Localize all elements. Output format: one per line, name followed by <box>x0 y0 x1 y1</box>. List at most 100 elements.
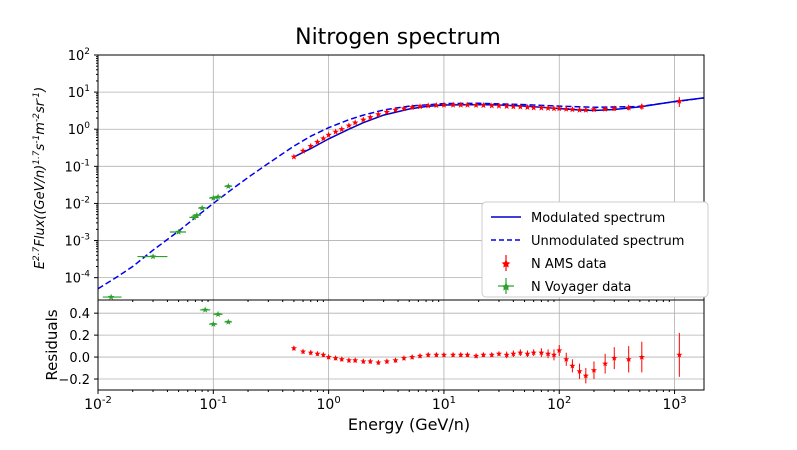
ams-data-point <box>408 103 416 110</box>
x-tick-label: 10-1 <box>199 395 227 413</box>
ams-residual-point <box>345 357 352 363</box>
ams-residual-point <box>510 350 517 357</box>
x-tick-label: 100 <box>317 395 341 413</box>
voyager-data-point <box>190 214 198 221</box>
ams-data-point <box>676 97 683 104</box>
ams-data-point <box>290 153 298 160</box>
ams-residual-point <box>367 358 374 365</box>
ams-data-point <box>325 131 332 138</box>
ams-residual-point <box>473 352 480 359</box>
ams-data-point <box>563 105 570 112</box>
ams-residual-point <box>625 356 632 362</box>
residual-y-tick-label: −0.2 <box>58 373 90 388</box>
ams-residual-point <box>325 353 332 360</box>
ams-residual-point <box>563 356 570 362</box>
ams-residual-point <box>495 350 502 357</box>
ams-data-point <box>367 113 374 120</box>
ams-data-point <box>472 101 480 108</box>
ams-residual-point <box>314 350 321 357</box>
ams-data-point <box>400 105 408 112</box>
ams-data-point <box>464 101 471 108</box>
legend-ams-swatch <box>501 255 511 271</box>
ams-residual-point <box>556 347 563 354</box>
ams-residual-point <box>488 351 495 358</box>
voyager-residual-point <box>210 320 217 327</box>
ams-residual-point <box>433 351 440 358</box>
ams-residual-point <box>530 349 537 356</box>
ams-data-point <box>352 119 359 126</box>
voyager-residual-point <box>201 306 209 313</box>
y-tick-label: 101 <box>68 84 90 101</box>
ams-residual-point <box>450 351 457 358</box>
residual-y-tick-label: 0.0 <box>69 351 90 366</box>
ams-residual-point <box>332 355 339 361</box>
ams-data-point <box>495 102 503 109</box>
ams-residual-point <box>425 351 432 358</box>
ams-residual-point <box>638 353 645 360</box>
ams-data-point <box>590 106 598 113</box>
ams-data-point <box>569 106 576 113</box>
ams-residual-point <box>457 351 464 358</box>
ams-data-point <box>433 101 440 109</box>
ams-data-point <box>360 116 367 123</box>
ams-residual-point <box>400 355 407 361</box>
ams-data-point <box>524 103 531 110</box>
voyager-data-point <box>225 182 232 189</box>
y-tick-label: 102 <box>68 47 90 64</box>
y-axis-label-main: E2.7Flux((GeV/n)1.7s-1m-2sr-1) <box>32 87 48 269</box>
legend-modulated-label: Modulated spectrum <box>531 211 665 226</box>
ams-data-point <box>638 103 645 110</box>
residuals-y-axis-label: Residuals <box>43 309 61 380</box>
ams-data-point <box>392 106 399 113</box>
x-tick-label: 102 <box>547 395 571 413</box>
ams-data-point <box>576 106 583 113</box>
ams-data-point <box>582 106 590 113</box>
ams-residual-point <box>582 372 589 379</box>
voyager-residual-point <box>214 310 222 317</box>
legend-voyager-swatch <box>498 278 514 294</box>
ams-residual-point <box>383 358 390 365</box>
ams-data-point <box>345 122 353 129</box>
voyager-data-point <box>210 194 217 201</box>
residual-y-tick-label: 0.4 <box>69 307 90 322</box>
ams-data-point <box>556 105 563 112</box>
ams-residual-point <box>417 352 423 359</box>
ams-data-point <box>625 104 632 111</box>
ams-data-point <box>488 102 495 109</box>
ams-data-point <box>480 101 487 109</box>
ams-data-point <box>338 125 345 132</box>
ams-residual-point <box>503 351 510 358</box>
ams-residual-point <box>320 351 327 358</box>
ams-residual-point <box>375 359 382 366</box>
x-tick-label: 10-2 <box>84 395 112 413</box>
ams-residual-point <box>517 349 524 356</box>
ams-data-point <box>332 128 339 135</box>
legend-ams-label: N AMS data <box>531 257 607 272</box>
ams-residual-point <box>569 362 576 369</box>
ams-data-point <box>449 101 457 108</box>
ams-residual-point <box>538 349 545 356</box>
ams-residual-point <box>611 355 618 361</box>
y-tick-label: 100 <box>68 121 91 138</box>
ams-data-point <box>320 135 327 142</box>
ams-data-point <box>314 138 321 145</box>
ams-data-point <box>601 105 609 112</box>
ams-residual-point <box>440 351 447 358</box>
ams-data-point <box>611 105 618 112</box>
ams-data-point <box>457 101 464 108</box>
x-tick-label: 103 <box>662 395 686 413</box>
voyager-data-point <box>214 193 222 200</box>
voyager-data-point <box>107 293 115 300</box>
y-tick-label: 10-1 <box>64 158 90 175</box>
voyager-data-point <box>149 253 157 260</box>
ams-data-point <box>538 104 545 111</box>
ams-residual-point <box>360 358 367 365</box>
chart-title: Nitrogen spectrum <box>295 25 501 50</box>
ams-residual-point <box>409 353 416 360</box>
ams-residual-point <box>480 351 487 358</box>
legend-voyager-label: N Voyager data <box>531 280 631 295</box>
voyager-data-point <box>193 211 201 218</box>
ams-data-point <box>503 102 510 109</box>
voyager-data-point <box>198 204 206 211</box>
